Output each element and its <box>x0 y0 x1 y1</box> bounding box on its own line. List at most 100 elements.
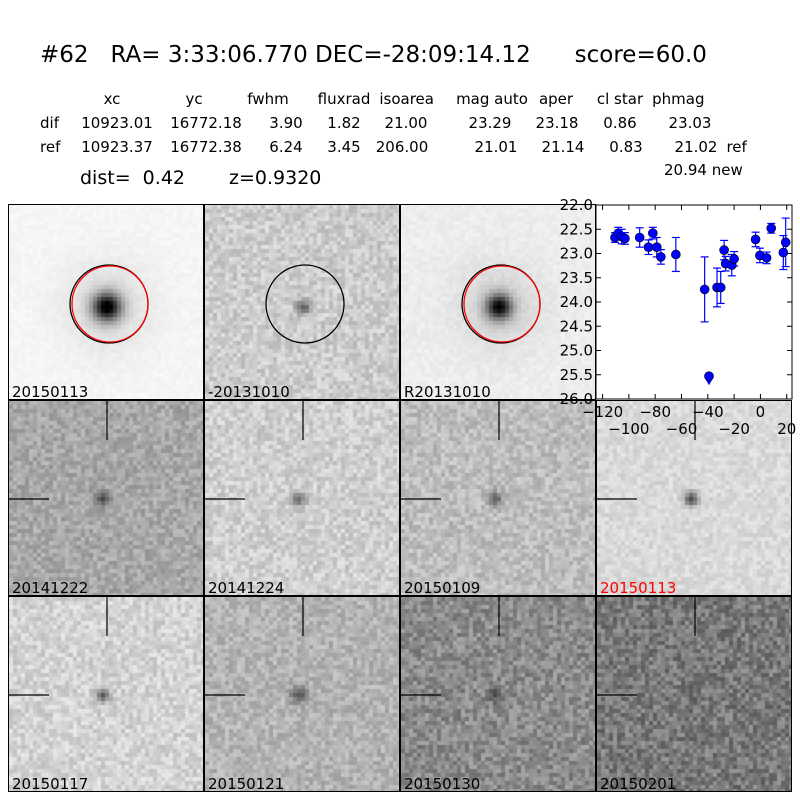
aperture-circle <box>463 265 541 343</box>
image-stamp: -20131010 <box>204 204 400 400</box>
data-point <box>778 247 789 258</box>
stamp-date-label: 20150113 <box>600 579 677 596</box>
stamp-image <box>205 401 399 595</box>
y-tick-label: 25.5 <box>560 366 593 384</box>
cell-value: 21.14 <box>541 138 585 156</box>
cell-value: 1.82 <box>327 114 361 132</box>
y-tick-label: 23.0 <box>560 245 593 263</box>
x-tick-label: 20 <box>777 420 796 438</box>
y-tick-label: 22.0 <box>560 196 593 214</box>
data-point <box>719 245 729 255</box>
row-suffix: ref <box>726 138 747 156</box>
data-point <box>648 228 658 238</box>
column-header: xc <box>103 90 121 108</box>
data-point <box>699 284 710 295</box>
cell-value: 0.83 <box>609 138 643 156</box>
data-point <box>620 233 630 244</box>
cell-value: 21.02 <box>674 138 718 156</box>
data-point <box>634 232 645 243</box>
image-stamp: 20150130 <box>400 596 596 792</box>
stamp-date-label: -20131010 <box>208 383 290 400</box>
image-stamp: 20150201 <box>596 596 792 792</box>
stamp-image <box>401 401 595 595</box>
data-point <box>780 237 791 248</box>
y-tick-label: 23.5 <box>560 269 593 287</box>
cell-value: 0.86 <box>603 114 637 132</box>
image-stamp: 20150117 <box>8 596 204 792</box>
cell-value: 16772.18 <box>170 114 242 132</box>
image-stamp: 20150109 <box>400 400 596 596</box>
redshift-value: z=0.9320 <box>229 167 322 189</box>
cell-value: 21.01 <box>474 138 518 156</box>
x-tick-label: −100 <box>608 420 649 438</box>
column-header: yc <box>185 90 203 108</box>
cell-value: 21.00 <box>384 114 428 132</box>
cell-value: 3.90 <box>269 114 303 132</box>
stamp-image <box>597 401 791 595</box>
y-tick-label: 25.0 <box>560 342 593 360</box>
stamp-image <box>597 597 791 791</box>
cell-value: 23.03 <box>668 114 712 132</box>
cell-value: 23.29 <box>468 114 512 132</box>
cell-value: 23.18 <box>535 114 579 132</box>
data-point <box>761 253 772 263</box>
aperture-circle <box>265 264 345 344</box>
y-tick-label: 24.0 <box>560 293 593 311</box>
cell-value: 3.45 <box>327 138 361 156</box>
stamp-image <box>401 205 595 399</box>
image-stamp: 20150113 <box>8 204 204 400</box>
data-point <box>729 254 739 264</box>
column-header: phmag <box>652 90 705 108</box>
image-stamp: 20150113 <box>596 400 792 596</box>
x-tick-label: −20 <box>718 420 750 438</box>
column-header: fluxrad <box>317 90 371 108</box>
x-tick-label: 0 <box>756 403 766 421</box>
image-stamp: 20150121 <box>204 596 400 792</box>
x-tick-label: −120 <box>582 403 623 421</box>
figure-title: #62 RA= 3:33:06.770 DEC=-28:09:14.12 sco… <box>40 42 707 68</box>
column-header: aper <box>538 90 574 108</box>
stamp-date-label: 20150117 <box>12 775 89 792</box>
data-point <box>671 249 681 260</box>
cell-value: 16772.38 <box>170 138 242 156</box>
stamp-image <box>401 597 595 791</box>
cell-value: 10923.01 <box>81 114 153 132</box>
x-tick-label: −80 <box>639 403 671 421</box>
x-tick-label: −60 <box>666 420 698 438</box>
stamp-date-label: 20150109 <box>404 579 481 596</box>
phmag-new: 20.94 new <box>664 161 743 179</box>
data-point <box>704 371 714 382</box>
image-stamp: 20141224 <box>204 400 400 596</box>
cell-value: 6.24 <box>269 138 303 156</box>
y-tick-label: 22.5 <box>560 220 593 238</box>
stamp-date-label: 20150113 <box>12 383 89 400</box>
stamp-image <box>9 205 203 399</box>
stamp-image <box>9 401 203 595</box>
stamp-date-label: R20131010 <box>404 383 491 400</box>
stamp-date-label: 20150130 <box>404 775 481 792</box>
light-curve-plot: 22.0 22.5 23.0 23.5 24.0 24.5 25.0 25.5 26.0−120… <box>560 196 797 438</box>
cell-value: 206.00 <box>375 138 429 156</box>
stamp-date-label: 20150121 <box>208 775 285 792</box>
stamp-date-label: 20141222 <box>12 579 89 596</box>
row-label: dif <box>40 114 59 132</box>
stamp-image <box>205 205 399 399</box>
data-point <box>766 223 777 234</box>
column-header: cl star <box>596 90 644 108</box>
row-label: ref <box>40 138 61 156</box>
column-header: mag auto <box>456 90 528 108</box>
data-point <box>750 234 761 245</box>
stamp-image <box>205 597 399 791</box>
y-tick-label: 26.0 <box>560 390 593 408</box>
stamp-image <box>9 597 203 791</box>
data-point <box>656 252 666 262</box>
column-header: fwhm <box>247 90 289 108</box>
stamp-date-label: 20150201 <box>600 775 677 792</box>
dist-value: dist= 0.42 <box>80 167 185 189</box>
stamp-date-label: 20141224 <box>208 579 285 596</box>
data-point <box>643 242 654 252</box>
y-tick-label: 24.5 <box>560 317 593 335</box>
column-header: isoarea <box>379 90 434 108</box>
image-stamp: 20141222 <box>8 400 204 596</box>
data-point <box>651 242 662 252</box>
